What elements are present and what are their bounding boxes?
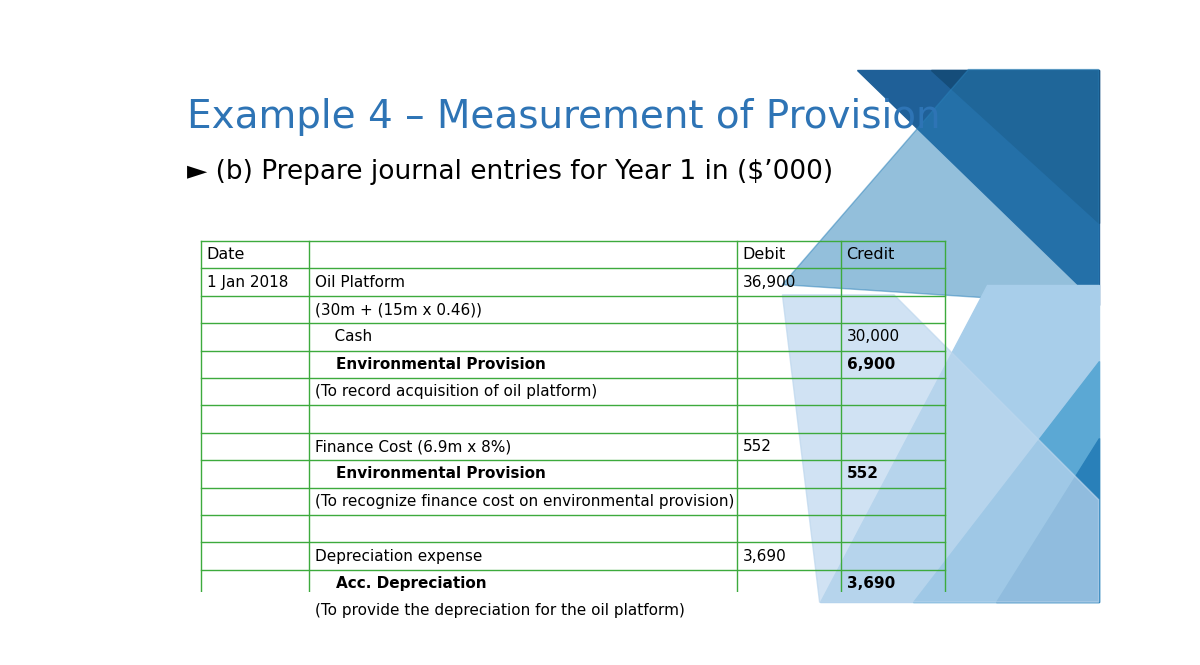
Text: Acc. Depreciation: Acc. Depreciation [314, 576, 486, 591]
Text: Environmental Provision: Environmental Provision [314, 357, 546, 372]
Polygon shape [820, 285, 1099, 602]
Polygon shape [782, 70, 1099, 305]
Text: 552: 552 [846, 466, 878, 481]
Text: 1 Jan 2018: 1 Jan 2018 [206, 275, 288, 290]
Text: Credit: Credit [846, 247, 895, 262]
Text: Debit: Debit [743, 247, 786, 262]
Text: 3,690: 3,690 [743, 549, 786, 564]
Text: (To recognize finance cost on environmental provision): (To recognize finance cost on environmen… [314, 494, 734, 509]
Text: 552: 552 [743, 439, 772, 454]
Text: ► (b) Prepare journal entries for Year 1 in ($’000): ► (b) Prepare journal entries for Year 1… [187, 159, 833, 185]
Text: 3,690: 3,690 [846, 576, 895, 591]
Text: (To record acquisition of oil platform): (To record acquisition of oil platform) [314, 384, 596, 399]
Text: 30,000: 30,000 [846, 329, 900, 344]
Text: Date: Date [206, 247, 245, 262]
Polygon shape [782, 295, 1099, 602]
Text: Example 4 – Measurement of Provision: Example 4 – Measurement of Provision [187, 98, 941, 136]
Polygon shape [931, 70, 1099, 223]
Text: Cash: Cash [314, 329, 372, 344]
Text: 6,900: 6,900 [846, 357, 895, 372]
Text: Oil Platform: Oil Platform [314, 275, 404, 290]
Text: (30m + (15m x 0.46)): (30m + (15m x 0.46)) [314, 302, 481, 317]
Text: Environmental Provision: Environmental Provision [314, 466, 546, 481]
Polygon shape [912, 361, 1099, 602]
Text: (To provide the depreciation for the oil platform): (To provide the depreciation for the oil… [314, 603, 684, 618]
Text: Finance Cost (6.9m x 8%): Finance Cost (6.9m x 8%) [314, 439, 511, 454]
Polygon shape [857, 70, 1099, 305]
Text: 36,900: 36,900 [743, 275, 796, 290]
Text: Depreciation expense: Depreciation expense [314, 549, 482, 564]
Polygon shape [996, 438, 1099, 602]
